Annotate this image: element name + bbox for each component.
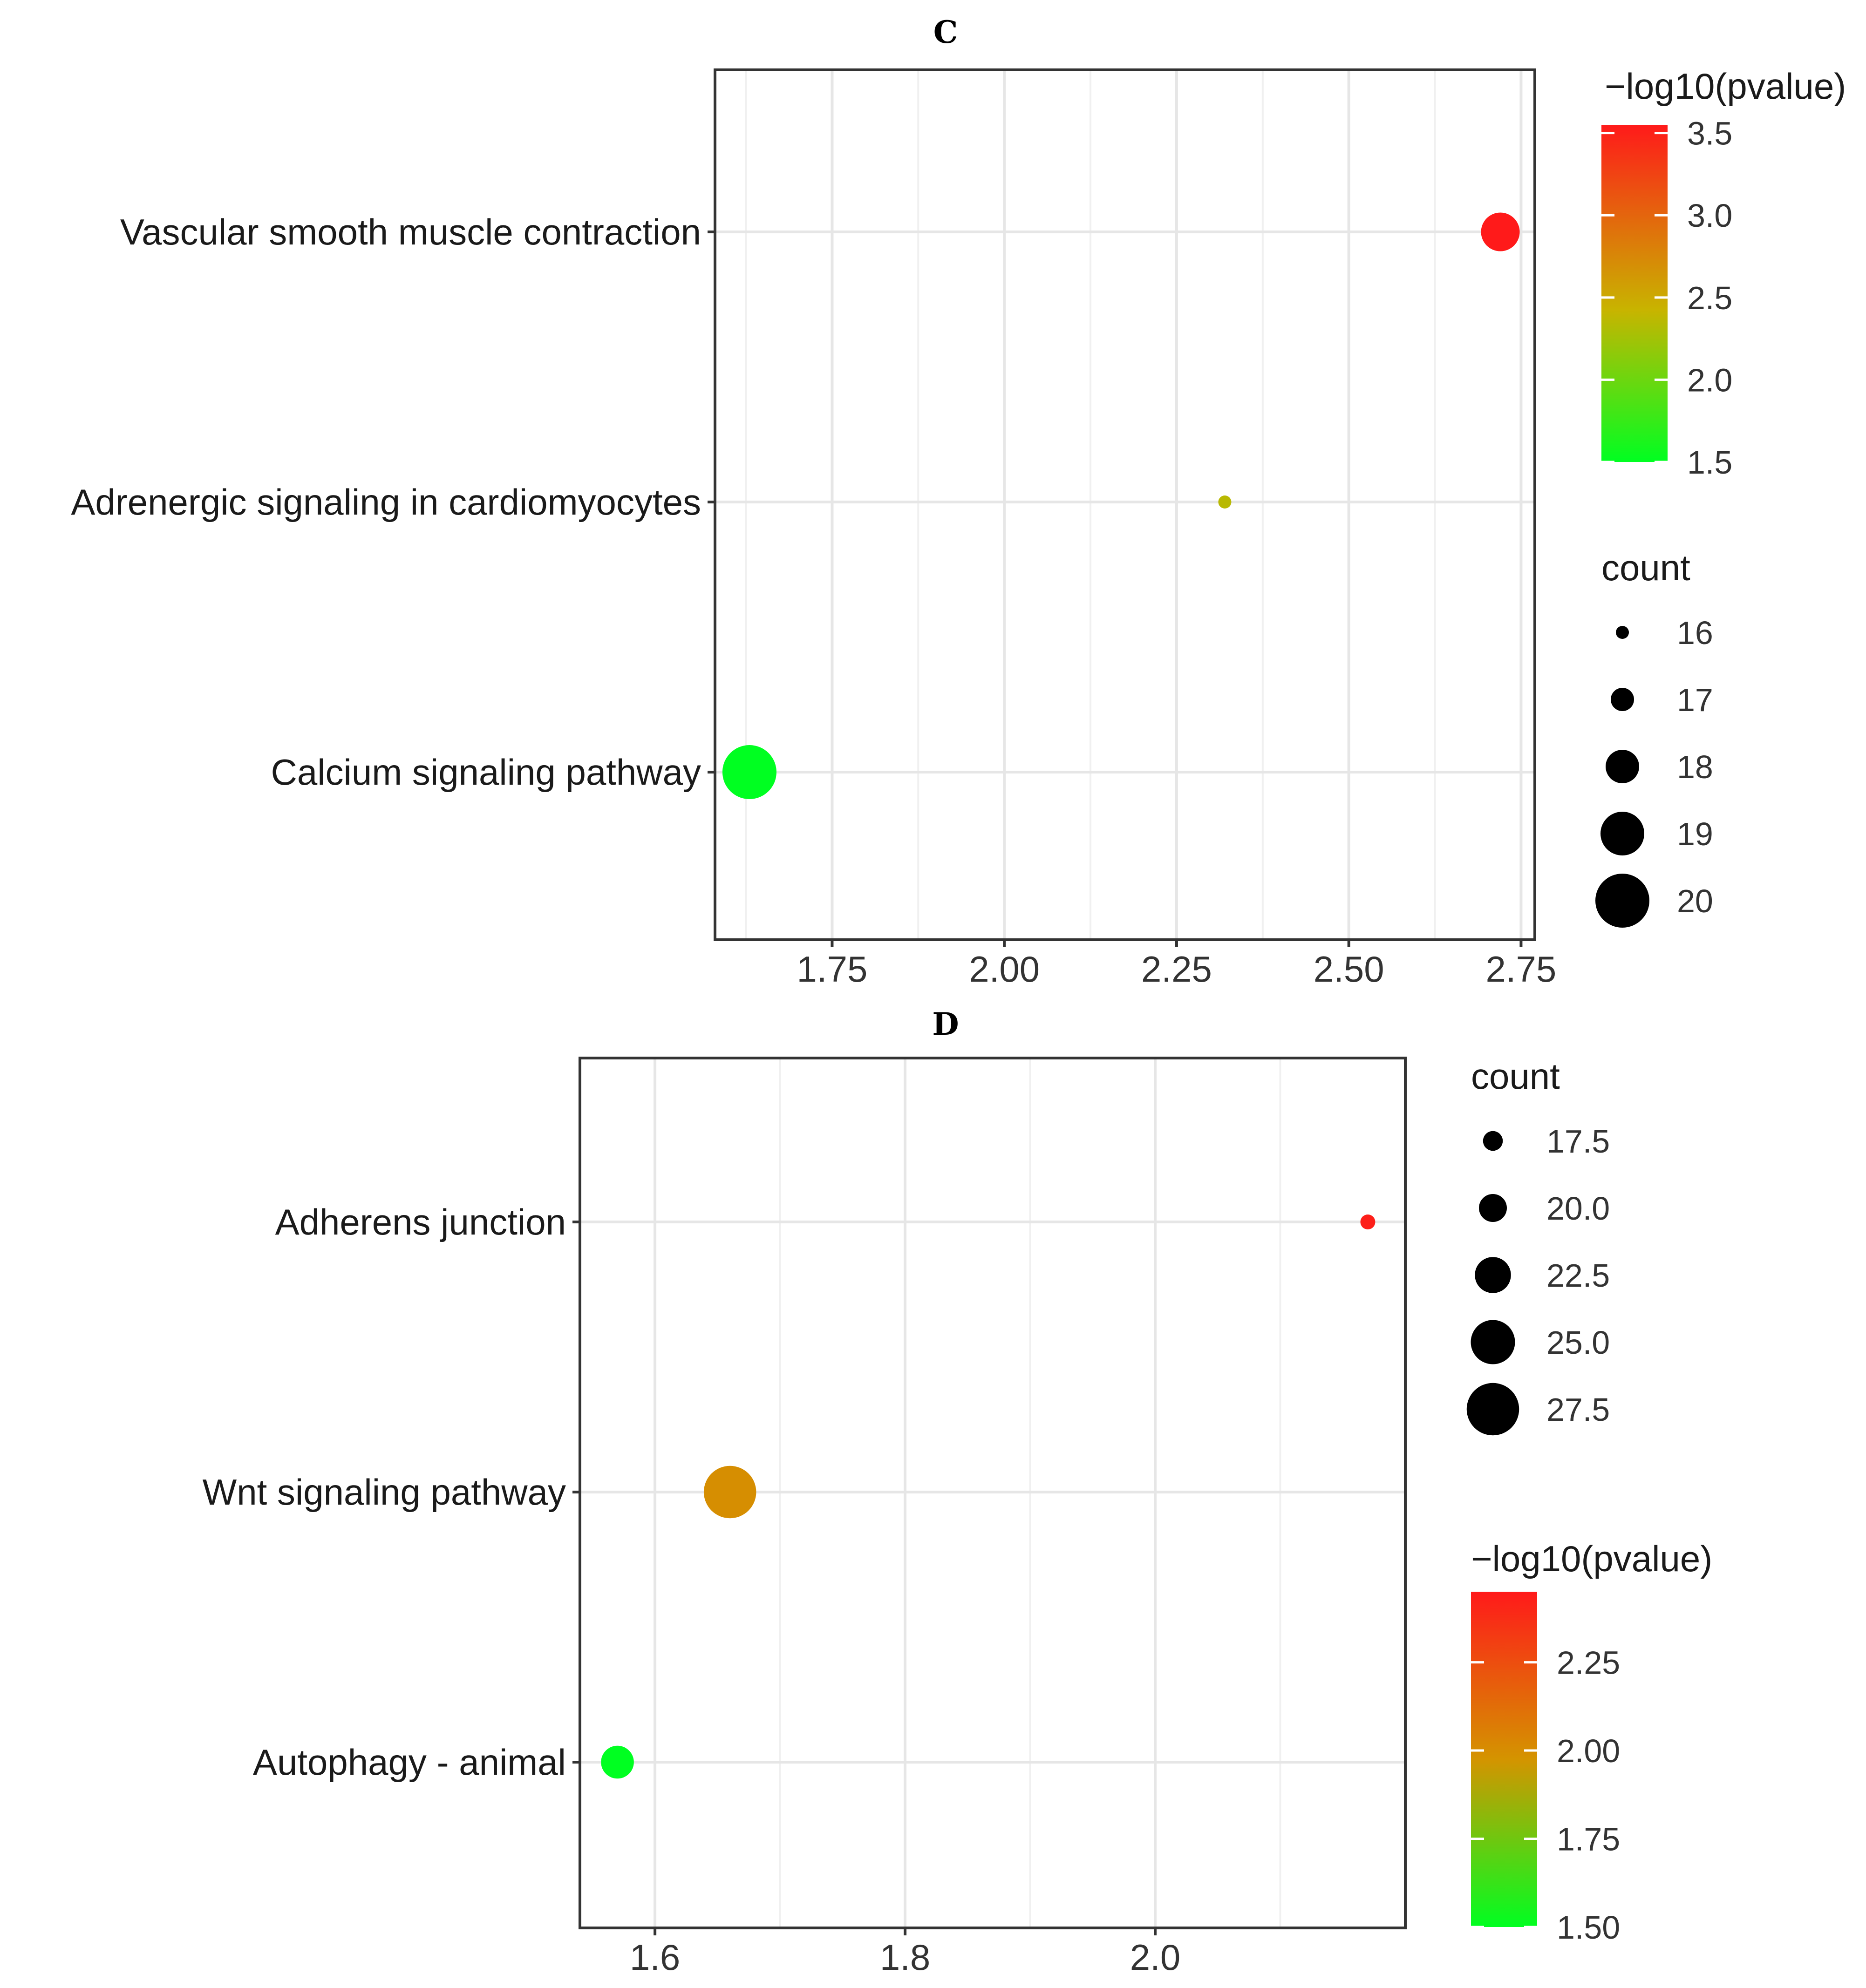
panel-c-size-legend: count 16 17 18 19 20 xyxy=(1595,547,1713,928)
data-point xyxy=(703,1466,756,1519)
panel-d-colorbar xyxy=(1471,1592,1537,1927)
panel-d-x-axis: 1.6 1.8 2.0 xyxy=(630,1928,1180,1978)
size-key-label: 22.5 xyxy=(1546,1257,1610,1294)
x-tick-label: 1.75 xyxy=(797,949,868,990)
colorbar-tick-label: 2.25 xyxy=(1557,1645,1620,1681)
size-key-circle xyxy=(1606,750,1639,783)
panel-c: C Vascular smooth muscle contraction Adre… xyxy=(71,14,1846,990)
x-tick-label: 1.6 xyxy=(630,1937,680,1978)
panel-d-colorbar-ticks: 2.25 2.00 1.75 1.50 xyxy=(1471,1645,1620,1946)
y-category-label: Adherens junction xyxy=(275,1201,566,1242)
panel-d-y-axis: Adherens junction Wnt signaling pathway Au… xyxy=(203,1201,580,1783)
x-tick-label: 2.00 xyxy=(969,949,1040,990)
size-key-circle xyxy=(1600,812,1644,855)
panel-d-color-legend: −log10(pvalue) 2.25 2.00 1.75 1.50 xyxy=(1471,1538,1712,1946)
panel-d-plot-border xyxy=(579,1057,1407,1929)
panel-c-colorbar-ticks: 3.5 3.0 2.5 2.0 1.5 xyxy=(1601,115,1732,481)
size-key-circle xyxy=(1595,874,1649,928)
size-key-circle xyxy=(1471,1320,1515,1364)
x-tick-label: 2.25 xyxy=(1141,949,1212,990)
size-key-circle xyxy=(1483,1131,1503,1151)
panel-d-gridlines xyxy=(580,1058,1405,1928)
panel-d-points xyxy=(601,1215,1376,1779)
panel-c-title: C xyxy=(933,14,958,50)
data-point xyxy=(1360,1215,1376,1229)
colorbar-tick-label: 3.0 xyxy=(1687,197,1732,234)
y-category-label: Vascular smooth muscle contraction xyxy=(120,211,701,252)
size-key-label: 27.5 xyxy=(1546,1391,1610,1428)
colorbar-tick-label: 1.50 xyxy=(1557,1909,1620,1946)
colorbar-tick-label: 3.5 xyxy=(1687,115,1732,152)
panel-c-y-axis: Vascular smooth muscle contraction Adrene… xyxy=(71,211,715,793)
size-key-circle xyxy=(1611,688,1634,711)
size-key-circle xyxy=(1466,1383,1519,1436)
size-key-label: 17 xyxy=(1677,682,1713,718)
panel-c-color-legend-title: −log10(pvalue) xyxy=(1605,66,1846,107)
x-tick-label: 2.0 xyxy=(1130,1937,1180,1978)
panel-d-size-legend-title: count xyxy=(1471,1056,1560,1097)
colorbar-tick-label: 1.75 xyxy=(1557,1821,1620,1858)
panel-d-size-legend: count 17.5 20.0 22.5 25.0 27.5 xyxy=(1466,1056,1610,1436)
size-key-label: 19 xyxy=(1677,816,1713,852)
panel-c-size-legend-title: count xyxy=(1601,547,1690,588)
colorbar-tick-label: 2.0 xyxy=(1687,362,1732,398)
size-key-label: 20 xyxy=(1677,883,1713,919)
x-tick-label: 1.8 xyxy=(880,1937,930,1978)
size-key-label: 18 xyxy=(1677,749,1713,785)
size-key-label: 17.5 xyxy=(1546,1123,1610,1160)
y-category-label: Calcium signaling pathway xyxy=(271,752,701,793)
size-key-circle xyxy=(1616,626,1629,639)
colorbar-tick-label: 2.5 xyxy=(1687,280,1732,316)
panel-c-gridlines xyxy=(715,70,1535,940)
panel-c-plot-background xyxy=(715,70,1535,940)
panel-c-color-legend: −log10(pvalue) 3.5 3.0 2.5 2.0 1.5 xyxy=(1601,66,1846,481)
size-key-circle xyxy=(1475,1257,1511,1293)
size-key-label: 25.0 xyxy=(1546,1324,1610,1361)
panel-d: D Adherens junction Wnt signaling pathway… xyxy=(203,1006,1713,1978)
data-point xyxy=(722,745,776,799)
x-tick-label: 2.75 xyxy=(1486,949,1557,990)
panel-c-size-keys: 16 17 18 19 20 xyxy=(1595,615,1713,928)
colorbar-tick-label: 2.00 xyxy=(1557,1733,1620,1769)
y-category-label: Wnt signaling pathway xyxy=(203,1472,566,1513)
panel-d-color-legend-title: −log10(pvalue) xyxy=(1471,1538,1712,1579)
data-point xyxy=(1481,212,1520,251)
size-key-circle xyxy=(1479,1194,1507,1222)
panel-d-title: D xyxy=(932,1006,959,1042)
size-key-label: 16 xyxy=(1677,615,1713,651)
panel-c-points xyxy=(722,212,1520,799)
x-tick-label: 2.50 xyxy=(1314,949,1384,990)
colorbar-tick-label: 1.5 xyxy=(1687,444,1732,481)
panel-c-colorbar xyxy=(1601,125,1668,462)
y-category-label: Autophagy - animal xyxy=(253,1742,566,1783)
data-point xyxy=(1218,495,1232,509)
y-category-label: Adrenergic signaling in cardiomyocytes xyxy=(71,482,701,522)
panel-c-x-axis: 1.75 2.00 2.25 2.50 2.75 xyxy=(797,940,1557,990)
data-point xyxy=(601,1745,634,1779)
panel-c-plot-border xyxy=(714,68,1536,941)
size-key-label: 20.0 xyxy=(1546,1190,1610,1227)
panel-d-size-keys: 17.5 20.0 22.5 25.0 27.5 xyxy=(1466,1123,1610,1436)
